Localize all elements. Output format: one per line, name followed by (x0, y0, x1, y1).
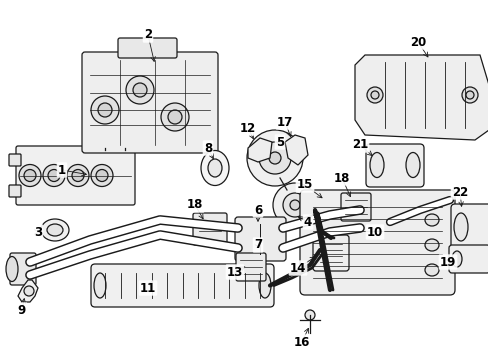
Text: 4: 4 (303, 216, 311, 229)
Text: 1: 1 (58, 163, 66, 176)
Circle shape (272, 183, 316, 227)
Ellipse shape (424, 214, 438, 226)
Ellipse shape (424, 239, 438, 251)
Ellipse shape (94, 273, 106, 298)
Circle shape (465, 91, 473, 99)
Circle shape (133, 83, 147, 97)
Text: 5: 5 (275, 135, 284, 148)
Polygon shape (18, 280, 38, 302)
FancyBboxPatch shape (235, 217, 285, 261)
Text: 2: 2 (143, 28, 152, 41)
Ellipse shape (6, 256, 18, 282)
Text: 17: 17 (276, 116, 292, 129)
FancyBboxPatch shape (354, 204, 392, 240)
Circle shape (289, 200, 299, 210)
FancyBboxPatch shape (365, 144, 423, 187)
Circle shape (98, 103, 112, 117)
FancyBboxPatch shape (312, 235, 348, 271)
Polygon shape (247, 138, 271, 162)
Circle shape (283, 193, 306, 217)
Circle shape (24, 286, 34, 296)
Ellipse shape (259, 273, 270, 298)
Text: 15: 15 (296, 179, 312, 192)
Text: 8: 8 (203, 141, 212, 154)
Ellipse shape (356, 211, 368, 233)
Ellipse shape (47, 224, 63, 236)
Text: 16: 16 (293, 336, 309, 348)
FancyBboxPatch shape (82, 52, 218, 153)
Circle shape (370, 91, 378, 99)
FancyBboxPatch shape (193, 213, 226, 245)
Text: 6: 6 (253, 203, 262, 216)
Text: 10: 10 (366, 225, 382, 238)
Ellipse shape (424, 264, 438, 276)
Circle shape (43, 165, 65, 186)
Circle shape (67, 165, 89, 186)
FancyBboxPatch shape (448, 245, 488, 273)
Circle shape (48, 170, 60, 181)
Polygon shape (285, 135, 307, 165)
Circle shape (19, 165, 41, 186)
Text: 14: 14 (289, 261, 305, 274)
FancyBboxPatch shape (118, 38, 177, 58)
Circle shape (168, 110, 182, 124)
Circle shape (366, 87, 382, 103)
Ellipse shape (451, 251, 461, 267)
Circle shape (305, 310, 314, 320)
Circle shape (461, 87, 477, 103)
Ellipse shape (41, 219, 69, 241)
Text: 18: 18 (186, 198, 203, 211)
Text: 19: 19 (439, 256, 455, 269)
Text: 9: 9 (18, 303, 26, 316)
FancyBboxPatch shape (299, 190, 454, 295)
Ellipse shape (453, 213, 467, 241)
Text: 3: 3 (34, 225, 42, 238)
Ellipse shape (207, 159, 222, 177)
Circle shape (246, 130, 303, 186)
FancyBboxPatch shape (450, 204, 488, 250)
Text: 21: 21 (351, 139, 367, 152)
Ellipse shape (201, 150, 228, 185)
Circle shape (91, 165, 113, 186)
Text: 11: 11 (140, 282, 156, 294)
Text: 13: 13 (226, 266, 243, 279)
Text: 22: 22 (451, 185, 467, 198)
Ellipse shape (405, 153, 419, 177)
Text: 12: 12 (240, 122, 256, 135)
Circle shape (91, 96, 119, 124)
Ellipse shape (369, 153, 383, 177)
Text: 18: 18 (333, 171, 349, 184)
Text: 20: 20 (409, 36, 425, 49)
FancyBboxPatch shape (9, 185, 21, 197)
Polygon shape (354, 55, 488, 140)
Circle shape (24, 170, 36, 181)
FancyBboxPatch shape (91, 264, 273, 307)
Circle shape (259, 142, 290, 174)
Circle shape (96, 170, 108, 181)
Circle shape (268, 152, 281, 164)
FancyBboxPatch shape (236, 253, 265, 281)
Text: 7: 7 (253, 238, 262, 252)
Circle shape (161, 103, 189, 131)
FancyBboxPatch shape (340, 193, 370, 221)
FancyBboxPatch shape (10, 253, 36, 285)
FancyBboxPatch shape (9, 154, 21, 166)
Circle shape (72, 170, 84, 181)
FancyBboxPatch shape (16, 146, 135, 205)
Circle shape (126, 76, 154, 104)
